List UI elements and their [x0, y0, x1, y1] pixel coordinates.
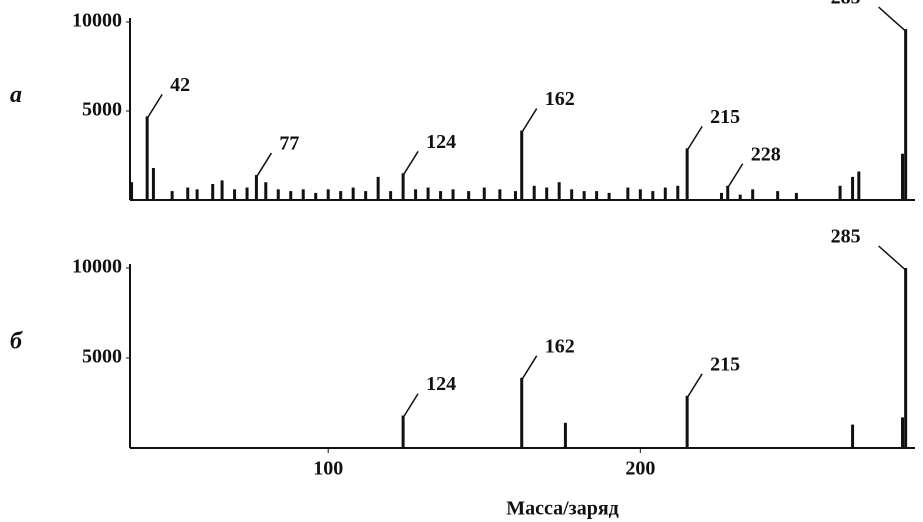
peak — [151, 167, 155, 200]
leader-line — [727, 163, 744, 189]
peak — [195, 189, 199, 200]
peak — [351, 187, 355, 200]
peak — [513, 191, 517, 200]
peak — [145, 116, 149, 200]
peak — [738, 194, 742, 200]
peak-label: 285 — [831, 226, 861, 248]
peak-label: 285 — [831, 0, 861, 9]
peak — [726, 185, 730, 200]
leader-line — [686, 125, 703, 151]
peak — [751, 189, 755, 200]
peak — [401, 415, 405, 448]
peak — [233, 189, 237, 200]
peak-label: 215 — [710, 106, 740, 128]
y-tick-label: 10000 — [72, 10, 122, 32]
peak — [314, 192, 318, 200]
peak — [186, 187, 190, 200]
peak — [498, 189, 502, 200]
peak-label: 162 — [545, 335, 575, 357]
peak — [851, 424, 855, 448]
peak — [389, 191, 393, 200]
peak — [301, 189, 305, 200]
peak — [451, 189, 455, 200]
peak — [685, 395, 689, 448]
peak-label: 42 — [170, 74, 190, 96]
peak — [289, 191, 293, 200]
peak — [638, 189, 642, 200]
peak — [339, 191, 343, 200]
x-axis-label: Масса/заряд — [506, 498, 619, 520]
peak — [467, 191, 471, 200]
peak — [570, 189, 574, 200]
peak — [326, 189, 330, 200]
peak — [851, 176, 855, 200]
peak — [376, 176, 380, 200]
peak-label: 215 — [710, 353, 740, 375]
peak — [520, 377, 524, 448]
panel-label: б — [10, 329, 23, 355]
peak — [563, 422, 567, 448]
peak — [663, 187, 667, 200]
peak — [626, 187, 630, 200]
peak — [776, 191, 780, 200]
peak — [130, 182, 134, 200]
peak — [901, 417, 905, 448]
peak — [719, 192, 723, 200]
y-tick-label: 5000 — [82, 99, 122, 121]
leader-line — [402, 393, 419, 418]
peak — [254, 175, 258, 200]
peak — [904, 29, 908, 201]
peak — [364, 191, 368, 200]
peak — [901, 153, 905, 200]
peak — [520, 130, 524, 200]
peak — [595, 191, 599, 200]
leader-line — [686, 373, 703, 399]
peak — [482, 187, 486, 200]
peak — [414, 189, 418, 200]
leader-line — [878, 6, 907, 32]
peak — [557, 182, 561, 200]
peak — [857, 171, 861, 200]
peak — [245, 187, 249, 200]
leader-line — [878, 245, 907, 271]
peak — [607, 192, 611, 200]
peak — [426, 187, 430, 200]
leader-line — [146, 93, 163, 119]
peak — [532, 185, 536, 200]
peak — [582, 191, 586, 200]
peak-label: 124 — [426, 373, 456, 395]
leader-line — [255, 152, 273, 178]
peak — [794, 192, 798, 200]
leader-line — [521, 355, 538, 381]
y-tick-label: 5000 — [82, 346, 122, 368]
peak — [276, 189, 280, 200]
peak — [401, 173, 405, 200]
peak — [211, 183, 215, 200]
peak — [838, 185, 842, 200]
x-tick-label: 200 — [625, 458, 655, 480]
peak-label: 162 — [545, 88, 575, 110]
peak-label: 77 — [279, 133, 299, 155]
panel-label: а — [10, 82, 22, 108]
peak — [545, 187, 549, 200]
leader-line — [521, 108, 538, 133]
leader-line — [402, 150, 419, 176]
peak — [904, 268, 908, 448]
peak — [220, 180, 224, 200]
x-tick-label: 100 — [313, 458, 343, 480]
peak — [651, 191, 655, 200]
peak-label: 228 — [751, 143, 781, 165]
peak — [170, 191, 174, 200]
peak-label: 124 — [426, 131, 456, 153]
peak — [439, 191, 443, 200]
peak — [676, 185, 680, 200]
peak — [685, 148, 689, 200]
y-tick-label: 10000 — [72, 256, 122, 278]
peak — [264, 182, 268, 200]
